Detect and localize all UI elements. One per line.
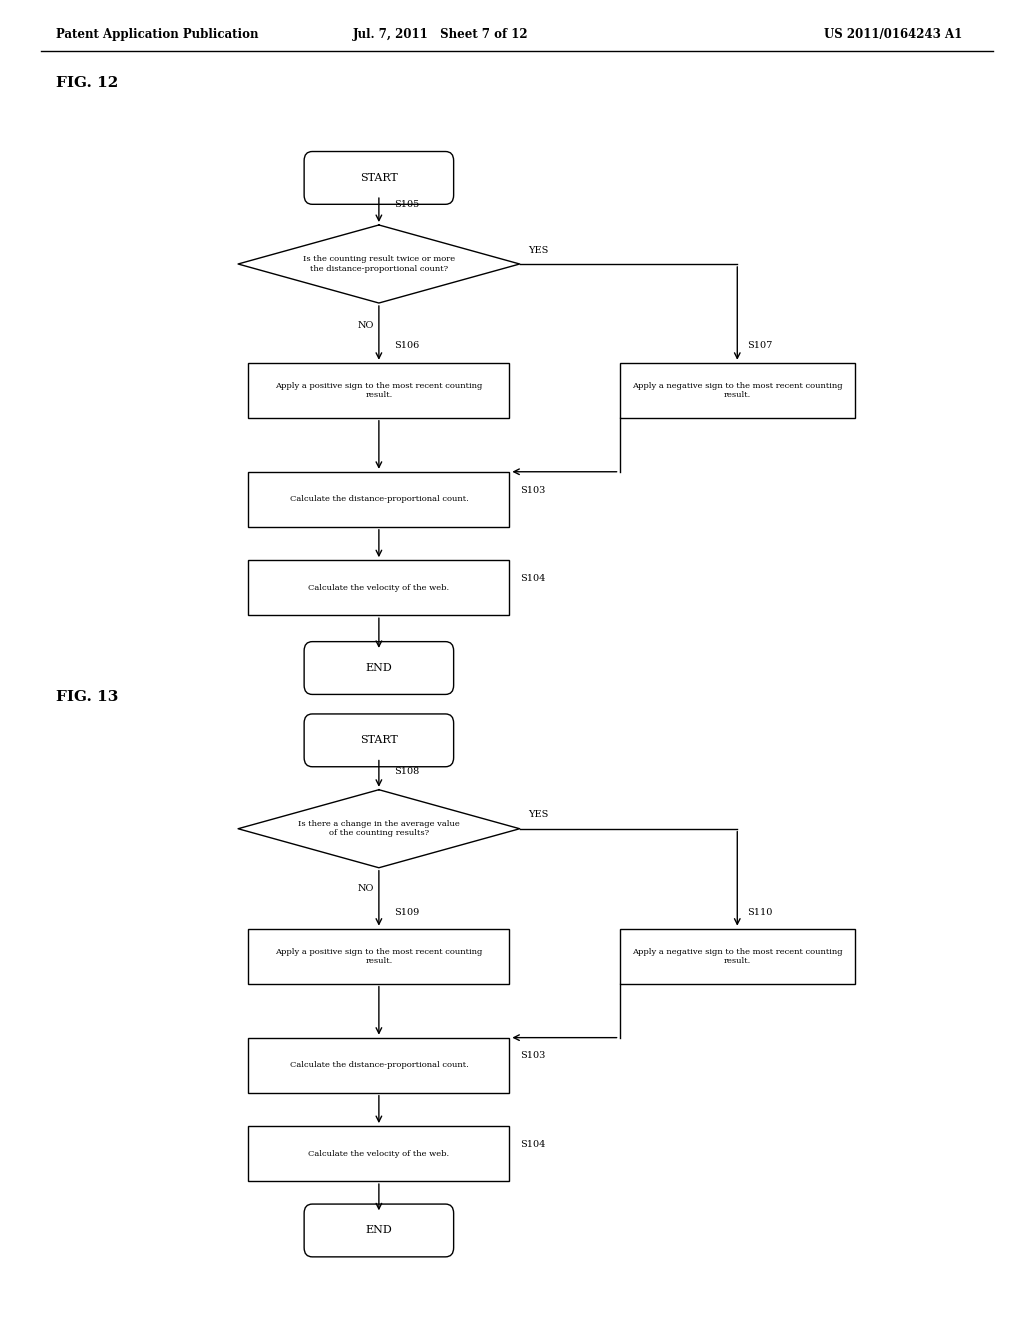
Text: YES: YES <box>528 246 548 255</box>
Bar <box>248 560 510 615</box>
Text: YES: YES <box>528 810 548 820</box>
Text: Calculate the velocity of the web.: Calculate the velocity of the web. <box>308 583 450 591</box>
Text: Calculate the distance-proportional count.: Calculate the distance-proportional coun… <box>290 495 468 503</box>
Text: S103: S103 <box>519 486 545 495</box>
Text: Apply a negative sign to the most recent counting
result.: Apply a negative sign to the most recent… <box>632 948 843 965</box>
Text: FIG. 13: FIG. 13 <box>56 690 119 704</box>
Text: US 2011/0164243 A1: US 2011/0164243 A1 <box>824 28 963 41</box>
Text: Is the counting result twice or more
the distance-proportional count?: Is the counting result twice or more the… <box>303 255 455 273</box>
Text: Apply a negative sign to the most recent counting
result.: Apply a negative sign to the most recent… <box>632 381 843 399</box>
Bar <box>248 928 510 983</box>
Text: S105: S105 <box>394 199 420 209</box>
Bar <box>620 928 855 983</box>
Text: Calculate the distance-proportional count.: Calculate the distance-proportional coun… <box>290 1061 468 1069</box>
Text: Jul. 7, 2011   Sheet 7 of 12: Jul. 7, 2011 Sheet 7 of 12 <box>352 28 528 41</box>
Text: Is there a change in the average value
of the counting results?: Is there a change in the average value o… <box>298 820 460 837</box>
Bar <box>248 1038 510 1093</box>
FancyBboxPatch shape <box>304 714 454 767</box>
Text: S110: S110 <box>748 908 773 917</box>
Bar <box>248 363 510 418</box>
FancyBboxPatch shape <box>304 152 454 205</box>
Text: S104: S104 <box>519 574 545 583</box>
Bar <box>248 1126 510 1181</box>
Bar <box>620 363 855 418</box>
Text: S106: S106 <box>394 341 420 350</box>
Text: S107: S107 <box>748 341 773 350</box>
Text: S104: S104 <box>519 1140 545 1148</box>
Text: Patent Application Publication: Patent Application Publication <box>56 28 259 41</box>
Text: S109: S109 <box>394 908 420 917</box>
FancyBboxPatch shape <box>304 1204 454 1257</box>
Text: Apply a positive sign to the most recent counting
result.: Apply a positive sign to the most recent… <box>275 381 482 399</box>
Text: END: END <box>366 663 392 673</box>
FancyBboxPatch shape <box>304 642 454 694</box>
Text: NO: NO <box>357 884 374 892</box>
Text: END: END <box>366 1225 392 1236</box>
Text: S108: S108 <box>394 767 420 776</box>
Text: FIG. 12: FIG. 12 <box>56 75 119 90</box>
Text: START: START <box>360 173 397 183</box>
Text: Apply a positive sign to the most recent counting
result.: Apply a positive sign to the most recent… <box>275 948 482 965</box>
Bar <box>248 471 510 527</box>
Text: START: START <box>360 735 397 746</box>
Text: NO: NO <box>357 322 374 330</box>
Text: Calculate the velocity of the web.: Calculate the velocity of the web. <box>308 1150 450 1158</box>
Text: S103: S103 <box>519 1052 545 1060</box>
